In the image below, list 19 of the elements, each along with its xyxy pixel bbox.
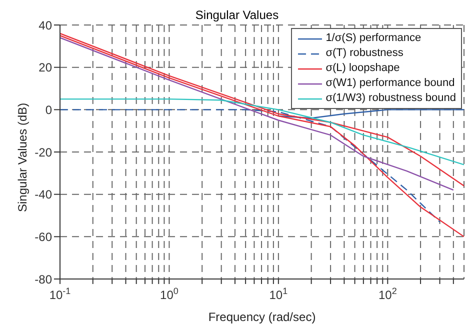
- y-tick-label: -40: [34, 188, 52, 202]
- y-tick-label: 40: [38, 18, 52, 32]
- x-tick-label: 10$^{-1}$: [49, 286, 71, 302]
- y-axis-title: Singular Values (dB): [15, 102, 30, 212]
- x-tick-label: 10$^{0}$: [160, 286, 178, 302]
- legend-label: σ(L) loopshape: [326, 61, 400, 76]
- x-tick-label: 10$^{2}$: [378, 286, 397, 302]
- y-tick-label: 20: [38, 60, 52, 75]
- chart-title: Singular Values: [195, 8, 279, 22]
- legend-label: σ(W1) performance bound: [326, 76, 455, 91]
- legend-label: σ(T) robustness: [326, 46, 404, 61]
- y-tick-label: -60: [34, 230, 52, 244]
- y-tick-label: -80: [34, 272, 52, 286]
- x-axis-title: Frequency (rad/sec): [208, 310, 316, 324]
- x-tick-label: 10$^{1}$: [269, 286, 288, 302]
- y-tick-label: 0: [45, 102, 52, 117]
- legend-label: 1/σ(S) performance: [326, 31, 422, 46]
- legend-label: σ(1/W3) robustness bound: [326, 91, 456, 106]
- y-tick-label: -20: [34, 145, 52, 160]
